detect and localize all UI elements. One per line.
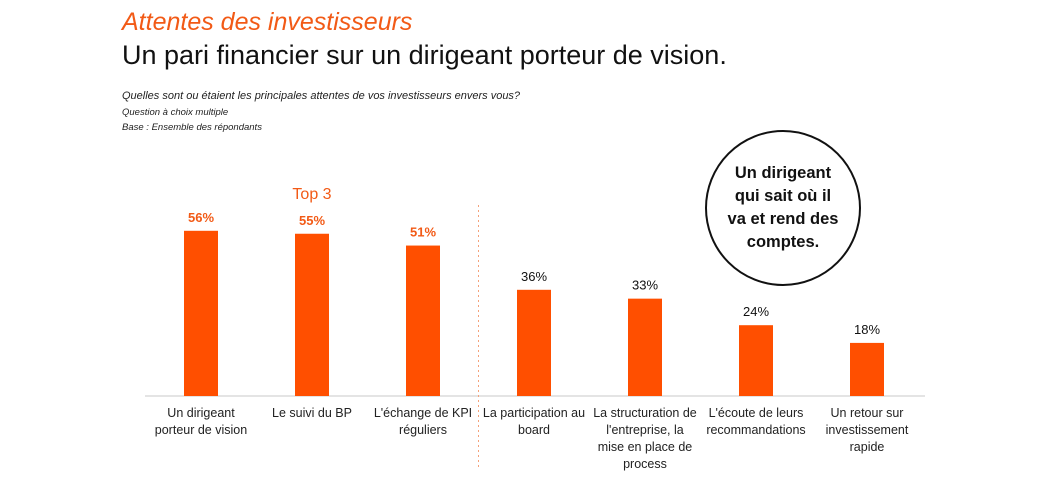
data-label: 36%: [521, 269, 547, 284]
data-label: 55%: [299, 213, 325, 228]
category-label: L'écoute de leurs recommandations: [706, 406, 805, 437]
bar: [406, 245, 440, 396]
bar: [739, 325, 773, 396]
data-label: 56%: [188, 210, 214, 225]
category-label: Un retour sur investissement rapide: [826, 406, 909, 454]
question-type: Question à choix multiple: [122, 107, 229, 118]
bar: [628, 298, 662, 396]
category-label: La participation au board: [483, 406, 585, 437]
data-label: 33%: [632, 278, 658, 293]
category-label: Le suivi du BP: [272, 406, 352, 420]
survey-question: Quelles sont ou étaient les principales …: [122, 90, 521, 102]
bar: [850, 342, 884, 396]
bar: [295, 233, 329, 396]
category-label: La structuration de l'entreprise, la mise …: [593, 406, 697, 471]
category-label: L'échange de KPI réguliers: [374, 406, 472, 437]
category-label: Un dirigeant porteur de vision: [155, 406, 247, 437]
page-title: Un pari financier sur un dirigeant porte…: [122, 40, 727, 70]
top3-label: Top 3: [292, 186, 331, 203]
respondent-base: Base : Ensemble des répondants: [122, 122, 262, 133]
data-label: 18%: [854, 322, 880, 337]
bar: [184, 230, 218, 396]
data-label: 51%: [410, 225, 436, 240]
data-label: 24%: [743, 304, 769, 319]
callout-bubble: Un dirigeant qui sait où il va et rend d…: [705, 130, 861, 286]
section-kicker: Attentes des investisseurs: [122, 8, 413, 36]
bar: [517, 289, 551, 396]
